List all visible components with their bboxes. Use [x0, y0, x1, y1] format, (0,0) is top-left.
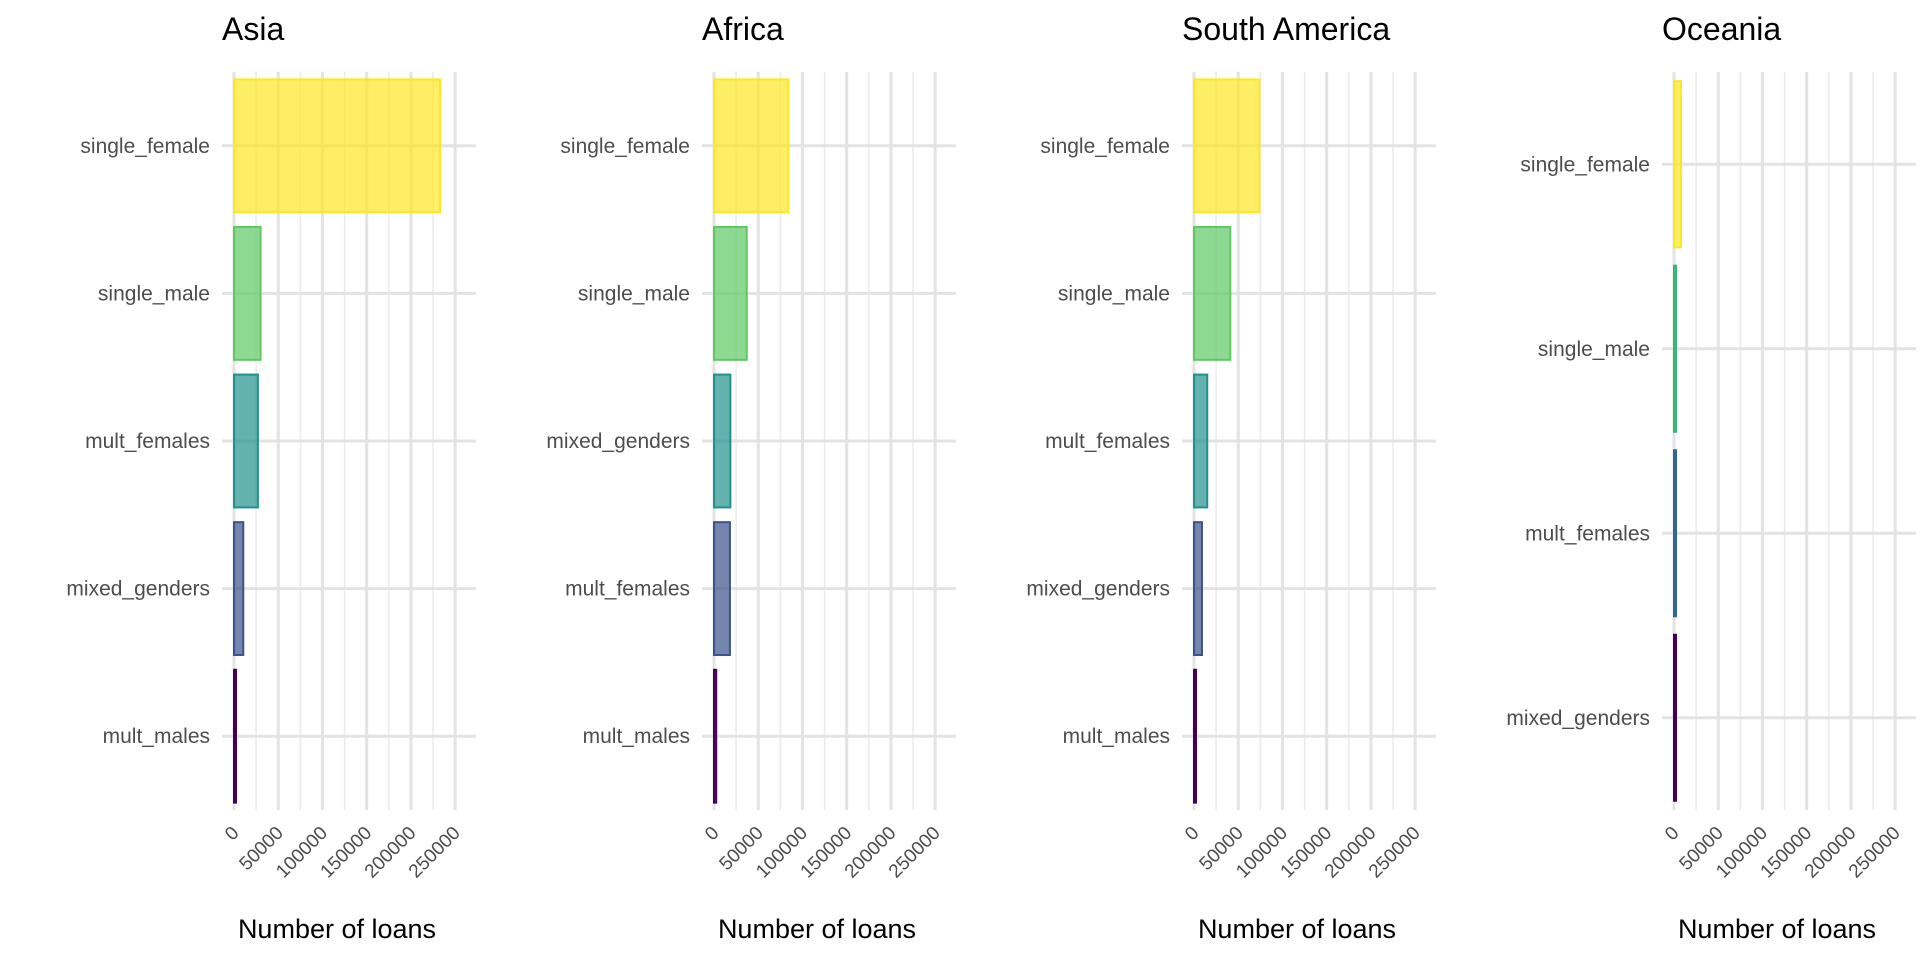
panel-title: Asia	[222, 11, 284, 47]
x-axis-label: Number of loans	[718, 914, 916, 944]
bar-mult_females	[1193, 373, 1209, 509]
bar-mixed_genders	[1193, 521, 1203, 657]
category-label: mult_females	[1525, 522, 1650, 545]
facet-panel-2: Africa single_female single_male mixed_gend…	[546, 11, 956, 944]
category-label: mult_females	[565, 578, 690, 601]
x-axis-label: Number of loans	[1678, 914, 1876, 944]
facet-panel-4: Oceania single_female single_male mult_fema…	[1506, 11, 1916, 944]
category-label: mixed_genders	[1506, 707, 1650, 730]
panel-title: South America	[1182, 11, 1390, 47]
category-label: single_female	[1520, 153, 1650, 176]
category-label: single_female	[80, 135, 210, 158]
bar-mult_females	[1673, 449, 1677, 618]
category-label: single_male	[98, 282, 210, 305]
panel-title: Oceania	[1662, 11, 1781, 47]
bar-single_male	[713, 225, 748, 361]
category-label: single_female	[1040, 135, 1170, 158]
category-label: single_male	[1058, 282, 1170, 305]
x-tick-label: 0	[221, 823, 243, 845]
bar-single_male	[233, 225, 262, 361]
bar-single_male	[1673, 264, 1677, 433]
bar-mult_females	[233, 373, 259, 509]
bar-single_female	[233, 78, 442, 214]
bar-single_female	[1673, 80, 1683, 249]
category-label: single_female	[560, 135, 690, 158]
category-label: mult_males	[583, 725, 690, 748]
x-tick-label: 0	[1181, 823, 1203, 845]
bar-single_male	[1193, 225, 1232, 361]
category-label: mixed_genders	[546, 430, 690, 453]
bar-mult_males	[233, 668, 237, 804]
facet-panel-1: Asia single_female single_male mult_females…	[66, 11, 476, 944]
category-label: mixed_genders	[1026, 578, 1170, 601]
bar-mult_males	[713, 668, 718, 804]
bar-mixed_genders	[713, 373, 732, 509]
category-label: mult_males	[103, 725, 210, 748]
x-tick-label: 0	[1661, 823, 1683, 845]
category-label: mult_females	[85, 430, 210, 453]
bar-single_female	[1193, 78, 1261, 214]
bar-mixed_genders	[233, 521, 245, 657]
x-axis-label: Number of loans	[238, 914, 436, 944]
bar-mixed_genders	[1673, 633, 1677, 802]
bar-mult_males	[1193, 668, 1197, 804]
category-label: mult_males	[1063, 725, 1170, 748]
category-label: single_male	[1538, 338, 1650, 361]
bar-mult_females	[713, 521, 731, 657]
category-label: single_male	[578, 282, 690, 305]
panel-title: Africa	[702, 11, 784, 47]
facet-panel-3: South America single_female single_malemul…	[1026, 11, 1436, 944]
x-tick-label: 0	[701, 823, 723, 845]
category-label: mixed_genders	[66, 578, 210, 601]
bar-single_female	[713, 78, 790, 214]
x-axis-label: Number of loans	[1198, 914, 1396, 944]
category-label: mult_females	[1045, 430, 1170, 453]
